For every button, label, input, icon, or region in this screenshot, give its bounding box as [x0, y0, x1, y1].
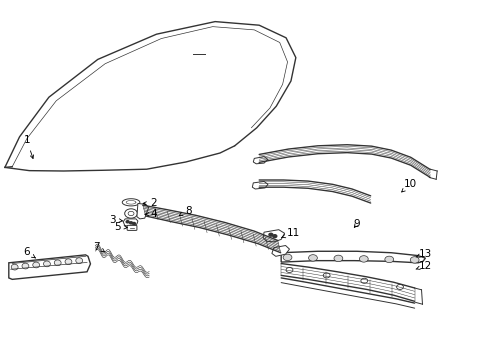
Circle shape [323, 273, 329, 278]
Text: 11: 11 [281, 228, 300, 238]
Polygon shape [253, 157, 267, 164]
Ellipse shape [43, 261, 50, 267]
Polygon shape [137, 203, 148, 219]
Text: 13: 13 [415, 249, 431, 259]
Ellipse shape [11, 264, 18, 270]
Circle shape [396, 284, 403, 289]
Circle shape [285, 267, 292, 273]
Text: 1: 1 [23, 135, 34, 158]
Text: 12: 12 [415, 261, 431, 271]
Circle shape [268, 233, 272, 236]
Polygon shape [263, 230, 284, 242]
Text: 7: 7 [93, 242, 105, 252]
Text: 4: 4 [145, 209, 157, 219]
Circle shape [359, 256, 367, 262]
Circle shape [384, 256, 393, 263]
Circle shape [132, 222, 135, 225]
Circle shape [129, 222, 132, 224]
Ellipse shape [22, 263, 29, 269]
Ellipse shape [76, 258, 82, 264]
Circle shape [126, 221, 129, 223]
Circle shape [124, 209, 137, 218]
Circle shape [360, 278, 367, 283]
Text: 5: 5 [114, 222, 127, 232]
Polygon shape [281, 251, 425, 263]
Text: 10: 10 [401, 179, 416, 192]
Polygon shape [122, 199, 140, 206]
Polygon shape [9, 255, 90, 279]
Circle shape [409, 257, 418, 263]
Circle shape [272, 235, 276, 238]
Ellipse shape [33, 262, 40, 268]
FancyBboxPatch shape [127, 225, 137, 230]
Text: 9: 9 [353, 219, 360, 229]
Circle shape [333, 255, 342, 262]
Text: 2: 2 [143, 198, 157, 208]
Circle shape [128, 211, 134, 216]
Text: 3: 3 [109, 215, 122, 225]
Ellipse shape [54, 260, 61, 266]
Polygon shape [123, 219, 138, 227]
Ellipse shape [65, 259, 72, 265]
Text: 6: 6 [23, 247, 35, 258]
Text: 8: 8 [179, 206, 191, 216]
Polygon shape [271, 246, 289, 256]
Circle shape [308, 255, 317, 261]
Polygon shape [252, 181, 267, 189]
Circle shape [283, 254, 291, 261]
